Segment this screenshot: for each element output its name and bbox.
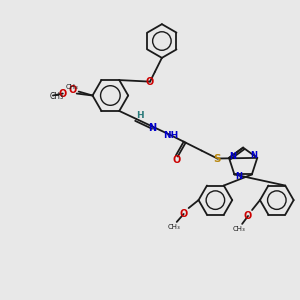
Text: N: N <box>250 152 257 160</box>
Text: CH₃: CH₃ <box>50 92 64 101</box>
Text: N: N <box>235 172 242 181</box>
Text: O: O <box>244 211 252 221</box>
Text: O: O <box>146 76 154 87</box>
Text: NH: NH <box>163 131 178 140</box>
Text: O: O <box>180 209 188 219</box>
Text: CH₃: CH₃ <box>167 224 180 230</box>
Text: CH₃: CH₃ <box>233 226 245 232</box>
Text: N: N <box>148 123 156 133</box>
Text: H: H <box>136 111 144 120</box>
Text: CH₃: CH₃ <box>66 84 79 90</box>
Text: O: O <box>69 85 77 94</box>
Text: O: O <box>172 155 181 166</box>
Text: N: N <box>230 152 236 161</box>
Text: O: O <box>59 88 67 98</box>
Text: S: S <box>214 154 221 164</box>
